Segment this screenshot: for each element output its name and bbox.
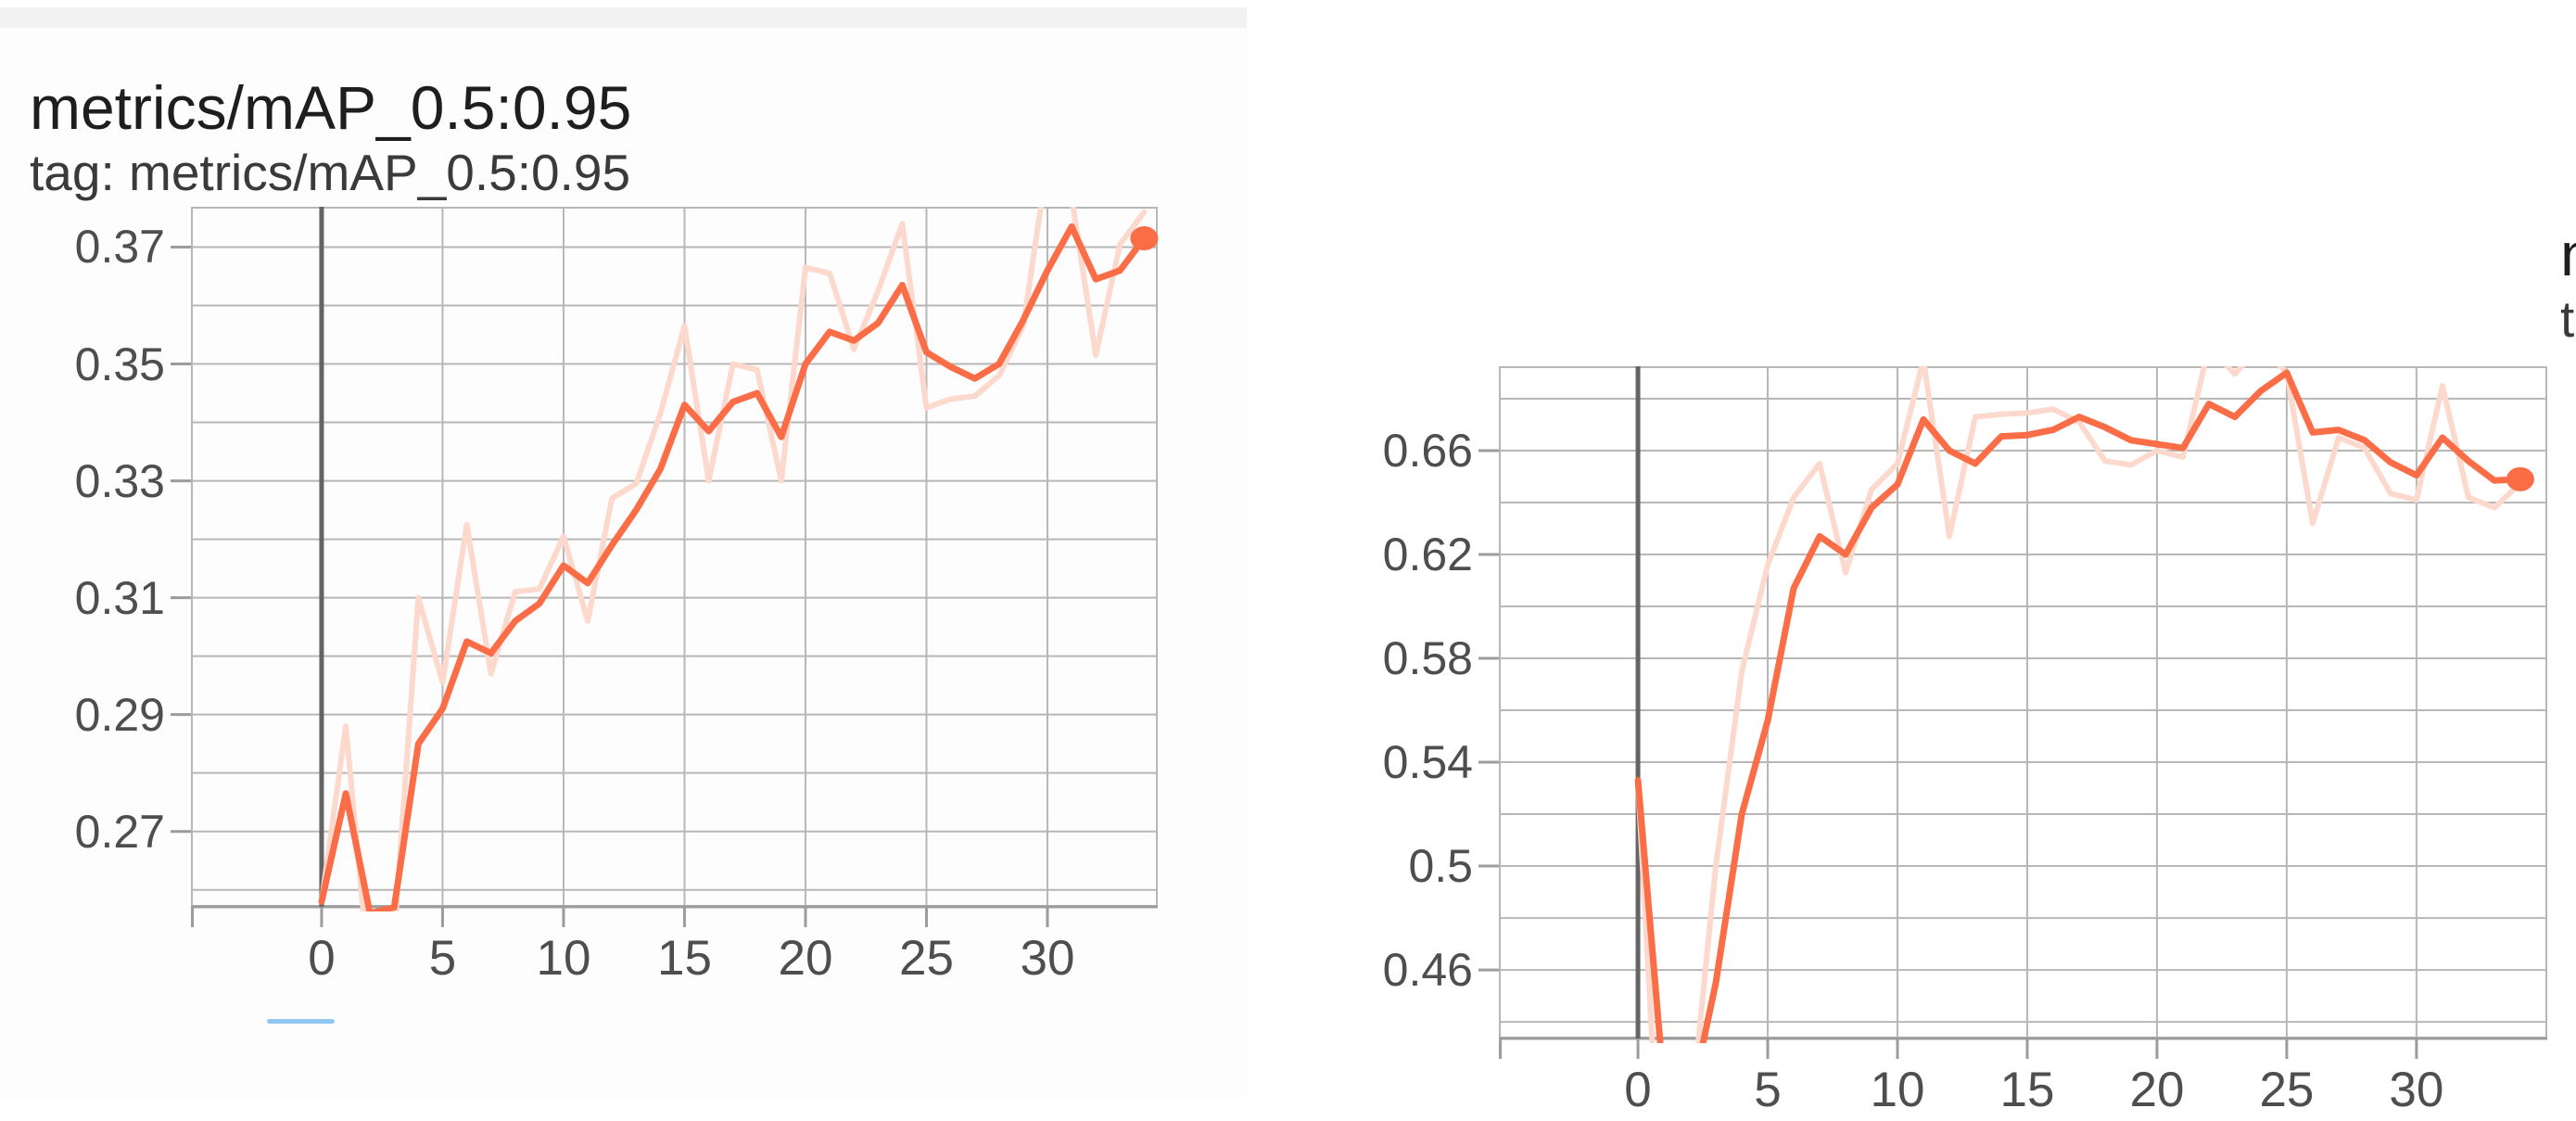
raw-series-line [318, 207, 1148, 911]
y-axis-tick-label: 0.54 [1382, 736, 1473, 789]
x-axis-tick-label: 15 [656, 931, 712, 986]
chart-tag-subtitle: tag: metrics/precision [2560, 290, 2576, 348]
scalar-card-precision: metrics/precision tag: metrics/precision [1253, 0, 2576, 1121]
plot-border [1499, 366, 2547, 1038]
raw-series-line [1635, 366, 2523, 1043]
plot-canvas[interactable] [1462, 366, 2576, 1070]
last-point-marker [1130, 226, 1159, 251]
map-line-chart-plot[interactable]: 0.37 0.35 0.33 0.31 0.29 0.27 0 5 10 15 20 25 30 [75, 207, 1159, 986]
chart-title: metrics/mAP_0.5:0.95 [30, 73, 632, 142]
x-axis-tick-label: 5 [428, 931, 457, 986]
x-axis-tick-label: 30 [1020, 931, 1075, 986]
smoothed-series-line [1634, 369, 2524, 1043]
x-axis-tick-label: 20 [2129, 1063, 2185, 1117]
x-axis-tick-label: 20 [778, 931, 833, 986]
y-axis-tick-label: 0.46 [1382, 944, 1473, 997]
y-axis-tick-label: 0.62 [1382, 529, 1473, 581]
y-axis-tick-label: 0.66 [1382, 425, 1473, 477]
y-axis-tick-label: 0.5 [1408, 840, 1473, 893]
x-axis-tick-label: 5 [1754, 1063, 1782, 1117]
x-axis-tick-label: 25 [898, 931, 954, 986]
card-top-edge [0, 7, 1247, 28]
y-axis-tick-label: 0.29 [74, 688, 165, 741]
last-point-marker [2506, 466, 2534, 491]
x-axis-tick-label: 30 [2389, 1063, 2444, 1117]
y-axis-tick-label: 0.33 [74, 454, 165, 507]
y-axis-tick-label: 0.27 [74, 805, 165, 858]
horizontal-scrollbar-thumb[interactable] [267, 1019, 335, 1024]
x-axis-tick-label: 10 [536, 931, 591, 986]
x-axis-tick-label: 25 [2259, 1063, 2315, 1117]
x-axis-tick-label: 0 [1624, 1063, 1652, 1117]
x-axis-tick-label: 10 [1870, 1063, 1925, 1117]
x-axis-tick-label: 0 [308, 931, 336, 986]
y-axis-tick-label: 0.35 [74, 338, 165, 390]
y-axis-tick-label: 0.58 [1382, 632, 1473, 685]
plot-canvas[interactable] [154, 207, 1195, 938]
chart-title: metrics/precision [2560, 220, 2576, 289]
y-axis-tick-label: 0.31 [74, 571, 165, 624]
y-axis-tick-label: 0.37 [74, 221, 165, 274]
x-axis-tick-label: 15 [1999, 1063, 2055, 1117]
scalar-card-map: metrics/mAP_0.5:0.95 tag: metrics/mAP_0.… [0, 28, 1247, 1098]
chart-tag-subtitle: tag: metrics/mAP_0.5:0.95 [30, 144, 631, 201]
smoothed-series-line [318, 223, 1148, 911]
precision-line-chart-plot[interactable]: 0.66 0.62 0.58 0.54 0.5 0.46 0 5 10 15 20 25 30 [1383, 366, 2547, 1117]
